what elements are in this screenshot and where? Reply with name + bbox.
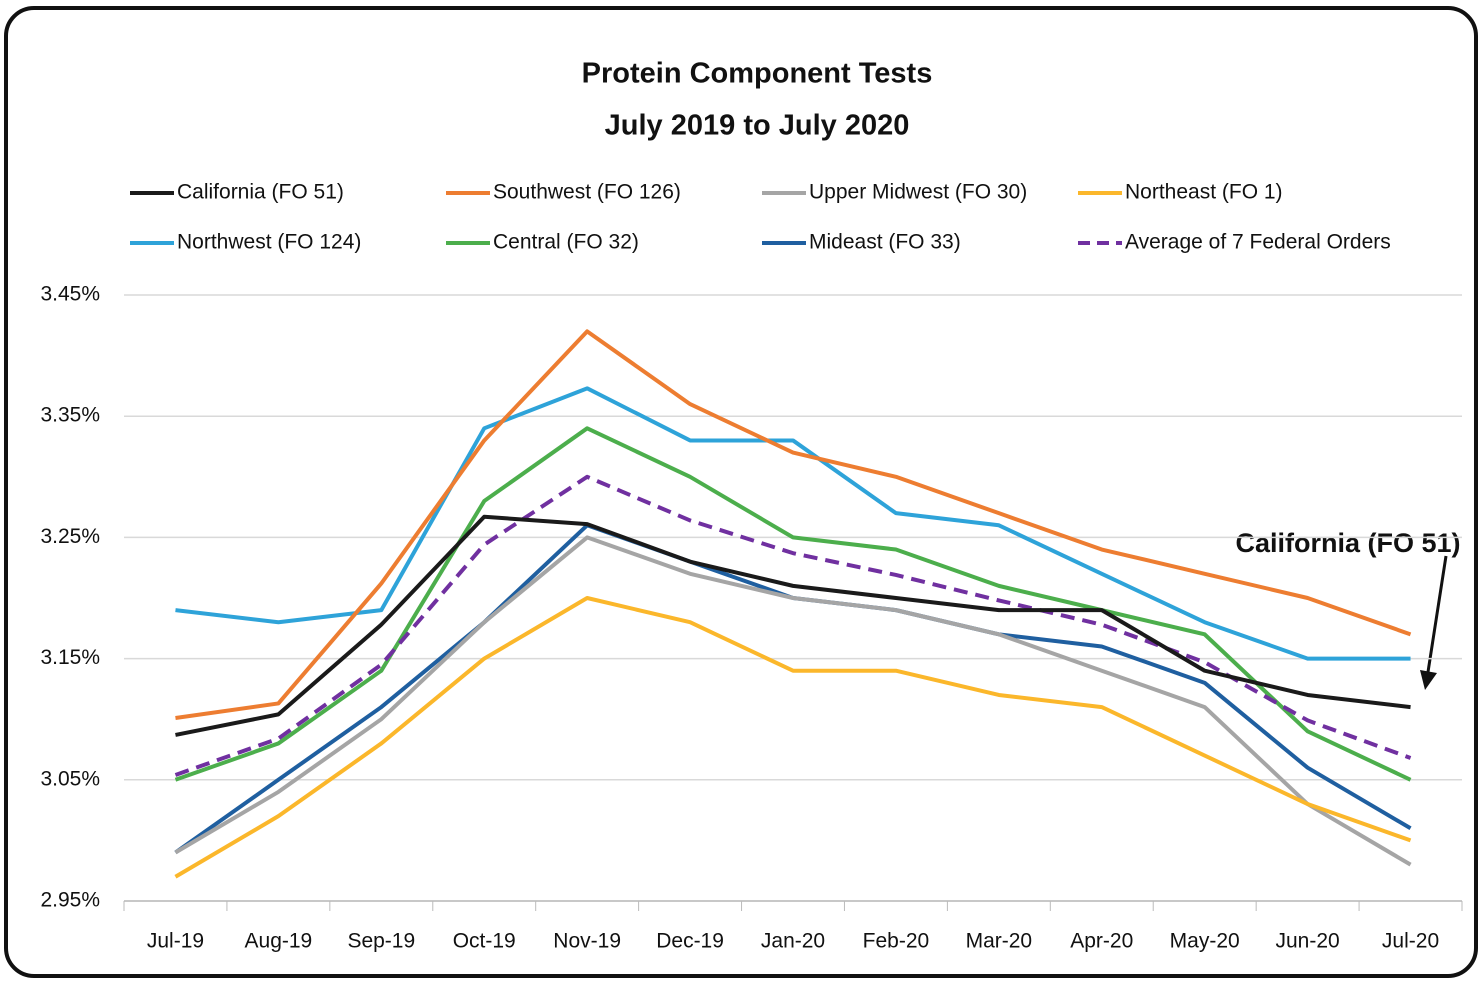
x-tick-label: Apr-20 [1070,930,1133,953]
annotation-arrowhead [1420,670,1437,690]
legend-label: Central (FO 32) [493,231,639,254]
x-tick-label: May-20 [1170,930,1240,953]
x-tick-label: Feb-20 [863,930,930,953]
y-tick-label: 3.45% [40,283,100,306]
series-line [174,596,1412,879]
x-tick-label: Oct-19 [453,930,516,953]
x-tick-label: Nov-19 [553,930,621,953]
legend-label: Northwest (FO 124) [177,231,361,254]
series-line [175,386,1411,661]
y-tick-label: 3.15% [40,646,100,669]
x-tick-label: Mar-20 [966,930,1033,953]
x-tick-label: Sep-19 [347,930,415,953]
series-line [174,474,1412,777]
series-line [175,329,1412,720]
x-tick-label: Jul-20 [1382,930,1439,953]
legend-label: Average of 7 Federal Orders [1125,231,1391,254]
legend-label: California (FO 51) [177,181,344,204]
legend-label: Mideast (FO 33) [809,231,961,254]
legend-label: Northeast (FO 1) [1125,181,1283,204]
series-line [174,535,1412,867]
y-tick-label: 3.05% [40,767,100,790]
x-tick-label: Jul-19 [147,930,204,953]
legend-label: Upper Midwest (FO 30) [809,181,1027,204]
annotation: California (FO 51) [1235,528,1460,558]
x-tick-label: Dec-19 [656,930,724,953]
frame [4,6,1478,978]
annotation-arrow [1426,555,1448,673]
x-tick-label: Jan-20 [761,930,825,953]
chart-subtitle: July 2019 to July 2020 [605,110,910,142]
y-tick-label: 2.95% [40,889,100,912]
y-tick-label: 3.35% [40,404,100,427]
series-line [174,426,1412,782]
x-tick-label: Aug-19 [245,930,313,953]
x-tick-label: Jun-20 [1276,930,1340,953]
series-line [175,514,1411,737]
y-tick-label: 3.25% [40,525,100,548]
legend-label: Southwest (FO 126) [493,181,681,204]
chart-title: Protein Component Tests [582,58,933,90]
